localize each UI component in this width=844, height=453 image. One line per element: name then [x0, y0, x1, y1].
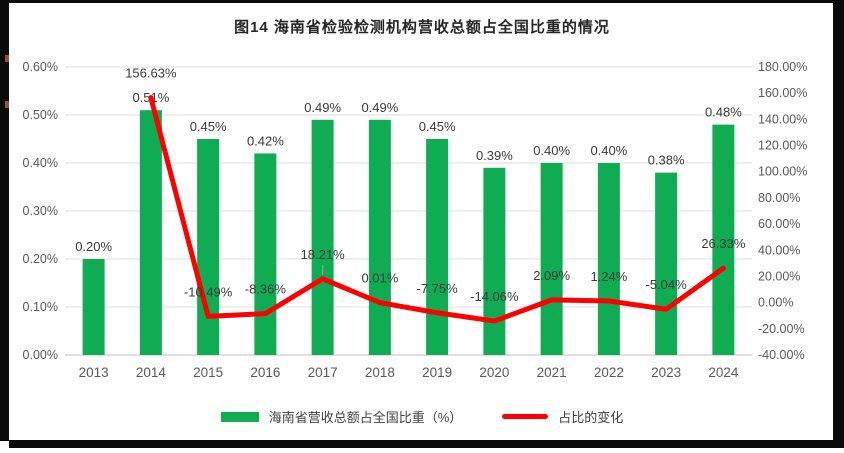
- bar-2016: [254, 153, 277, 355]
- frame-border-bottom: [9, 440, 833, 448]
- x-axis-label: 2018: [365, 365, 395, 380]
- bar-2013: [82, 259, 105, 355]
- x-axis-label: 2024: [708, 365, 739, 380]
- x-axis-label: 2021: [537, 365, 567, 380]
- legend-line-label: 占比的变化: [558, 410, 624, 425]
- x-axis-label: 2020: [479, 365, 509, 380]
- bar-2021: [540, 163, 563, 355]
- y-axis-tick-right: -40.00%: [758, 348, 805, 362]
- bar-label: 0.49%: [304, 100, 341, 115]
- frame-border-left: [0, 0, 9, 441]
- legend-entry-bar: 海南省营收总额占全国比重（%）: [220, 407, 463, 426]
- y-axis-tick-right: 80.00%: [758, 191, 800, 205]
- y-axis-tick-right: 180.00%: [758, 60, 807, 74]
- bar-label: 0.38%: [648, 153, 685, 168]
- y-axis-tick-right: 120.00%: [758, 139, 807, 153]
- trend-line: [148, 95, 726, 324]
- line-label: -5.04%: [646, 277, 688, 292]
- legend-entry-line: 占比的变化: [502, 407, 623, 426]
- bar-label: 0.20%: [75, 239, 112, 254]
- line-label: 26.33%: [701, 236, 746, 251]
- bar-2020: [483, 167, 506, 355]
- bar-label: 0.42%: [247, 133, 284, 148]
- bar-2018: [368, 119, 391, 355]
- bar-label: 0.48%: [705, 105, 742, 120]
- y-axis-tick-left: 0.30%: [23, 204, 58, 218]
- bar-2014: [139, 110, 162, 355]
- bar-label: 0.45%: [419, 119, 456, 134]
- bar-series-swatch: [220, 411, 259, 422]
- bar-2015: [197, 139, 220, 355]
- line-label: 0.01%: [361, 271, 398, 286]
- bar-2017: [311, 119, 334, 355]
- frame-border-right: [833, 0, 844, 448]
- y-axis-tick-right: 0.00%: [758, 296, 793, 310]
- y-axis-tick-right: 100.00%: [758, 165, 807, 179]
- x-axis-label: 2014: [136, 365, 167, 380]
- x-axis-label: 2016: [250, 365, 280, 380]
- line-label: -10.49%: [184, 284, 233, 299]
- bar-2023: [655, 172, 678, 355]
- left-edge-mark: [5, 55, 9, 62]
- x-axis-label: 2019: [422, 365, 452, 380]
- x-axis-label: 2022: [594, 365, 624, 380]
- line-label: 18.21%: [301, 247, 346, 262]
- chart-legend: 海南省营收总额占全国比重（%） 占比的变化: [0, 407, 844, 426]
- bar-2022: [597, 163, 620, 355]
- line-label: 156.63%: [125, 66, 177, 81]
- x-axis-label: 2015: [193, 365, 223, 380]
- line-label: -7.75%: [417, 281, 459, 296]
- y-axis-tick-left: 0.00%: [23, 348, 58, 362]
- y-axis-tick-right: 20.00%: [758, 269, 800, 283]
- frame-border-top: [0, 0, 844, 3]
- x-axis-label: 2023: [651, 365, 681, 380]
- bar-label: 0.40%: [533, 143, 570, 158]
- y-axis-tick-right: 40.00%: [758, 243, 800, 257]
- y-axis-tick-left: 0.10%: [23, 300, 58, 314]
- y-axis-tick-left: 0.40%: [23, 156, 58, 170]
- bar-2024: [712, 124, 735, 355]
- line-label: 1.24%: [590, 269, 627, 284]
- line-label: 2.09%: [533, 268, 570, 283]
- line-label: -8.36%: [245, 282, 287, 297]
- y-axis-tick-right: 140.00%: [758, 112, 807, 126]
- bar-label: 0.40%: [590, 143, 627, 158]
- left-edge-mark: [5, 101, 9, 108]
- bar-label: 0.39%: [476, 148, 513, 163]
- x-axis-label: 2013: [79, 365, 109, 380]
- y-axis-tick-right: -20.00%: [758, 322, 805, 336]
- y-axis-tick-left: 0.60%: [23, 60, 58, 74]
- line-series-swatch: [502, 414, 549, 419]
- bar-2019: [426, 139, 449, 355]
- chart-title: 图14 海南省检验检测机构营收总额占全国比重的情况: [234, 19, 610, 36]
- line-label: -14.06%: [470, 289, 519, 304]
- y-axis-tick-left: 0.50%: [23, 108, 58, 122]
- bar-label: 0.45%: [190, 119, 227, 134]
- y-axis-tick-right: 60.00%: [758, 217, 800, 231]
- legend-bar-label: 海南省营收总额占全国比重（%）: [268, 410, 463, 425]
- y-axis-tick-right: 160.00%: [758, 86, 807, 100]
- y-axis-tick-left: 0.20%: [23, 252, 58, 266]
- x-axis-label: 2017: [308, 365, 338, 380]
- bar-label: 0.49%: [361, 100, 398, 115]
